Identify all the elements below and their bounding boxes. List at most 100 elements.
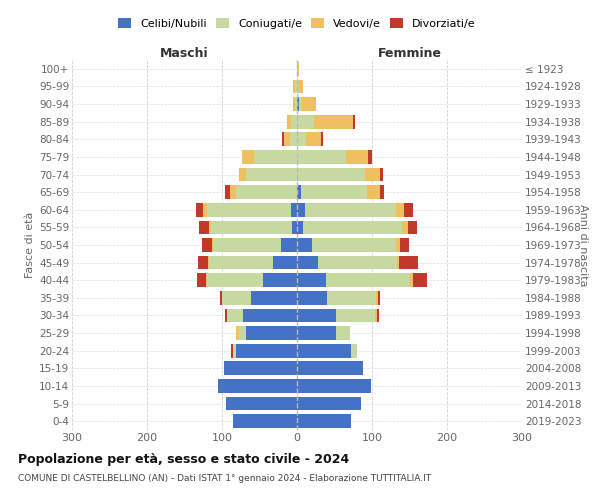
Bar xyxy=(375,308,377,322)
Bar xyxy=(231,344,233,358)
Bar xyxy=(297,308,336,322)
Bar xyxy=(297,220,303,234)
Bar xyxy=(197,274,205,287)
Bar xyxy=(273,256,297,270)
Bar xyxy=(207,203,291,216)
Bar xyxy=(297,97,299,111)
Text: Maschi: Maschi xyxy=(160,47,209,60)
Bar xyxy=(235,186,297,199)
Bar xyxy=(327,291,376,304)
Bar xyxy=(297,344,351,358)
Bar xyxy=(400,238,409,252)
Bar xyxy=(297,256,318,270)
Bar xyxy=(397,256,399,270)
Bar xyxy=(292,220,297,234)
Bar xyxy=(318,256,397,270)
Bar xyxy=(297,115,314,128)
Bar xyxy=(297,291,327,304)
Bar xyxy=(396,203,404,216)
Bar xyxy=(198,256,208,270)
Bar xyxy=(224,362,297,375)
Bar xyxy=(378,291,380,304)
Bar xyxy=(302,97,316,111)
Bar xyxy=(297,203,305,216)
Bar xyxy=(295,97,297,111)
Bar xyxy=(235,344,297,358)
Bar xyxy=(377,308,379,322)
Bar xyxy=(202,238,212,252)
Bar xyxy=(404,203,413,216)
Text: Popolazione per età, sesso e stato civile - 2024: Popolazione per età, sesso e stato civil… xyxy=(18,452,349,466)
Bar xyxy=(239,326,246,340)
Bar xyxy=(336,308,375,322)
Bar xyxy=(346,150,368,164)
Bar xyxy=(220,291,222,304)
Bar xyxy=(402,220,408,234)
Y-axis label: Fasce di età: Fasce di età xyxy=(25,212,35,278)
Bar xyxy=(297,62,299,76)
Bar xyxy=(380,186,384,199)
Bar xyxy=(413,274,427,287)
Bar xyxy=(225,308,227,322)
Bar xyxy=(196,203,203,216)
Bar xyxy=(246,326,297,340)
Bar xyxy=(263,274,297,287)
Bar xyxy=(246,168,297,181)
Bar xyxy=(236,326,239,340)
Bar xyxy=(367,186,380,199)
Bar xyxy=(299,97,302,111)
Bar xyxy=(251,291,297,304)
Bar xyxy=(212,238,213,252)
Bar xyxy=(233,344,235,358)
Bar xyxy=(281,238,297,252)
Bar xyxy=(291,115,297,128)
Bar xyxy=(293,97,295,111)
Bar xyxy=(297,132,306,146)
Bar xyxy=(297,326,336,340)
Bar xyxy=(218,379,297,393)
Bar xyxy=(284,132,290,146)
Text: COMUNE DI CASTELBELLINO (AN) - Dati ISTAT 1° gennaio 2024 - Elaborazione TUTTITA: COMUNE DI CASTELBELLINO (AN) - Dati ISTA… xyxy=(18,474,431,483)
Bar xyxy=(242,150,254,164)
Bar xyxy=(297,396,361,410)
Bar xyxy=(297,168,365,181)
Bar xyxy=(291,203,297,216)
Bar xyxy=(233,414,297,428)
Bar xyxy=(297,274,325,287)
Bar xyxy=(336,326,349,340)
Bar xyxy=(376,291,378,304)
Bar xyxy=(305,203,396,216)
Bar xyxy=(325,274,409,287)
Bar xyxy=(297,414,351,428)
Bar xyxy=(303,220,402,234)
Bar xyxy=(297,80,299,94)
Bar xyxy=(368,150,372,164)
Bar xyxy=(314,115,353,128)
Bar xyxy=(226,396,297,410)
Bar xyxy=(351,344,357,358)
Bar xyxy=(287,115,291,128)
Bar xyxy=(222,291,251,304)
Bar xyxy=(295,80,297,94)
Bar xyxy=(306,132,321,146)
Bar xyxy=(209,256,273,270)
Bar xyxy=(208,256,209,270)
Bar xyxy=(225,186,229,199)
Bar xyxy=(297,362,363,375)
Bar xyxy=(353,115,355,128)
Bar xyxy=(199,220,209,234)
Bar xyxy=(213,238,281,252)
Bar xyxy=(282,132,284,146)
Bar xyxy=(254,150,297,164)
Bar xyxy=(299,80,303,94)
Bar xyxy=(297,379,371,393)
Bar xyxy=(365,168,380,181)
Bar xyxy=(203,203,207,216)
Bar xyxy=(297,238,312,252)
Bar xyxy=(290,132,297,146)
Bar xyxy=(297,150,346,164)
Bar xyxy=(293,80,295,94)
Bar xyxy=(409,274,413,287)
Bar xyxy=(239,168,246,181)
Y-axis label: Anni di nascita: Anni di nascita xyxy=(578,204,589,286)
